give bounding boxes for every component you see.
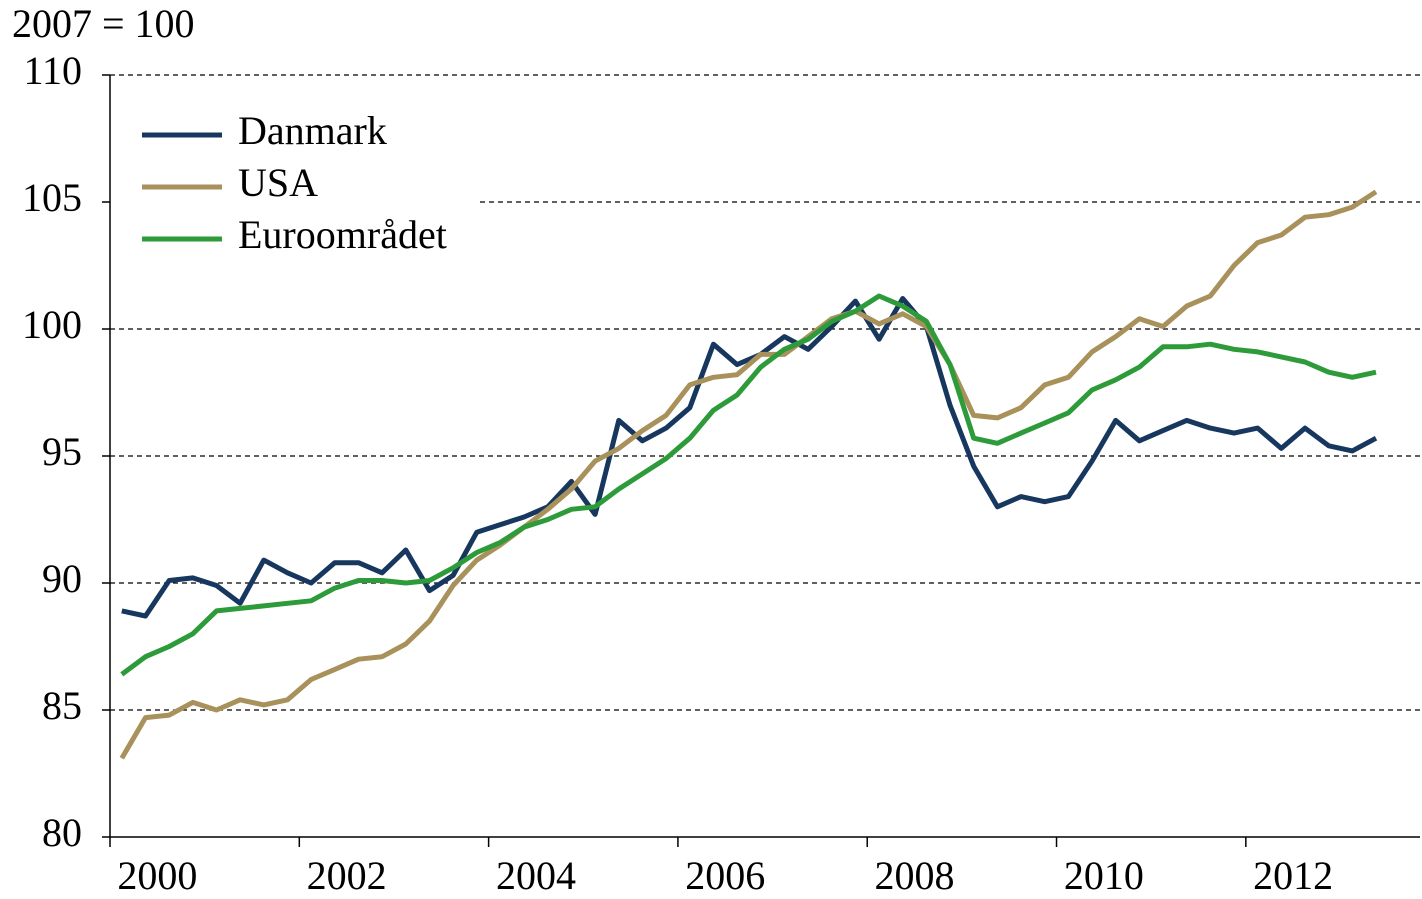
y-tick-label: 85 bbox=[42, 683, 82, 728]
x-tick-label: 2000 bbox=[117, 853, 197, 898]
y-tick-label: 100 bbox=[22, 302, 82, 347]
y-tick-label: 110 bbox=[23, 48, 82, 93]
legend-label: USA bbox=[238, 160, 318, 205]
x-tick-label: 2002 bbox=[307, 853, 387, 898]
x-tick-label: 2012 bbox=[1253, 853, 1333, 898]
x-tick-label: 2008 bbox=[875, 853, 955, 898]
y-axis-label: 2007 = 100 bbox=[12, 1, 195, 46]
x-tick-label: 2006 bbox=[685, 853, 765, 898]
series-line bbox=[121, 296, 1378, 619]
x-tick-label: 2010 bbox=[1064, 853, 1144, 898]
y-tick-label: 95 bbox=[42, 429, 82, 474]
legend-label: Euroområdet bbox=[238, 212, 447, 257]
x-tick-label: 2004 bbox=[496, 853, 576, 898]
legend-label: Danmark bbox=[238, 108, 387, 153]
y-tick-label: 90 bbox=[42, 556, 82, 601]
series-line bbox=[120, 293, 1377, 677]
y-tick-label: 105 bbox=[22, 175, 82, 220]
series-line bbox=[119, 189, 1378, 760]
y-tick-label: 80 bbox=[42, 810, 82, 855]
